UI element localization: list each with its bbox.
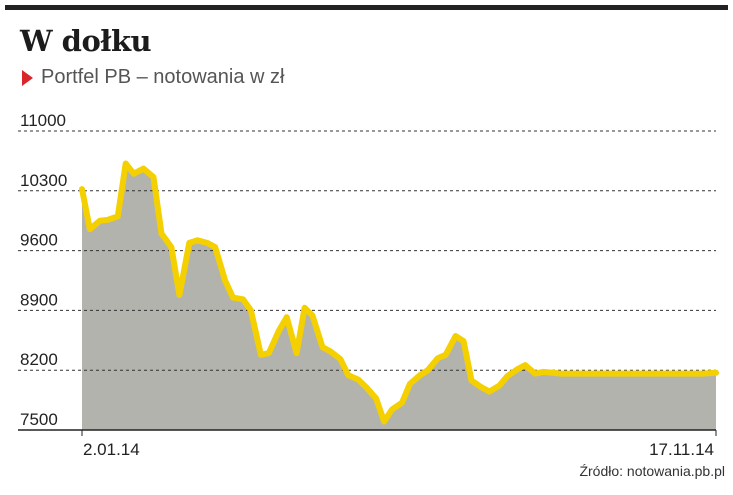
- data-point: [80, 187, 84, 191]
- y-tick-label: 7500: [20, 410, 58, 429]
- data-point: [116, 214, 120, 218]
- data-point: [674, 372, 678, 376]
- data-point: [408, 382, 412, 386]
- data-point: [346, 373, 350, 377]
- y-tick-label: 10300: [20, 171, 67, 190]
- data-point: [241, 297, 245, 301]
- data-point: [142, 167, 146, 171]
- y-tick-label: 8200: [20, 350, 58, 369]
- data-point: [646, 372, 650, 376]
- data-point: [177, 293, 181, 297]
- data-point: [714, 371, 718, 375]
- y-tick-label: 9600: [20, 231, 58, 250]
- data-point: [551, 371, 555, 375]
- data-point: [249, 308, 253, 312]
- data-point: [436, 356, 440, 360]
- data-point: [692, 372, 696, 376]
- data-point: [390, 408, 394, 411]
- y-tick-label: 8900: [20, 290, 58, 309]
- data-point: [321, 345, 324, 349]
- chart-subtitle: Portfel PB – notowania w zł: [22, 66, 284, 89]
- data-point: [541, 370, 545, 374]
- source-note: Źródło: notowania.pb.pl: [579, 463, 725, 479]
- triangle-icon: [22, 69, 33, 86]
- data-point: [285, 315, 289, 319]
- data-point: [231, 296, 235, 300]
- data-point: [621, 372, 625, 376]
- data-point: [124, 162, 128, 165]
- data-point: [664, 372, 668, 376]
- data-point: [470, 379, 473, 382]
- data-point: [303, 306, 307, 310]
- data-point: [505, 374, 509, 378]
- x-tick-label: 17.11.14: [649, 440, 714, 459]
- top-rule: [5, 5, 728, 10]
- data-point: [338, 357, 342, 361]
- data-point: [205, 241, 209, 245]
- data-point: [400, 401, 404, 405]
- data-point: [613, 372, 617, 376]
- price-line: [79, 160, 719, 425]
- data-point: [700, 372, 704, 376]
- data-point: [223, 279, 227, 282]
- data-point: [106, 218, 110, 222]
- data-point: [682, 372, 686, 376]
- data-point: [259, 353, 263, 357]
- data-point: [88, 227, 92, 231]
- data-point: [98, 219, 102, 223]
- data-point: [523, 363, 527, 367]
- subtitle-text: Portfel PB – notowania w zł: [41, 66, 285, 88]
- data-point: [631, 372, 634, 376]
- data-point: [462, 339, 466, 343]
- price-area: [82, 163, 716, 430]
- data-point: [160, 232, 163, 235]
- data-point: [277, 329, 281, 333]
- y-tick-label: 11000: [20, 111, 66, 130]
- data-point: [132, 172, 136, 176]
- data-point: [497, 384, 501, 388]
- data-point: [585, 372, 589, 376]
- data-point: [639, 372, 642, 376]
- data-point: [152, 175, 155, 179]
- data-point: [577, 372, 581, 376]
- x-tick-label: 2.01.14: [83, 440, 140, 459]
- data-point: [454, 334, 458, 338]
- data-point: [169, 245, 173, 249]
- chart-title: W dołku: [20, 24, 152, 58]
- data-point: [444, 353, 448, 357]
- data-point: [418, 373, 422, 377]
- data-point: [295, 351, 299, 355]
- data-point: [267, 351, 271, 355]
- data-point: [374, 396, 378, 400]
- data-point: [213, 245, 217, 249]
- data-point: [559, 372, 563, 376]
- data-point: [311, 314, 314, 317]
- data-point: [480, 385, 483, 389]
- data-point: [356, 378, 360, 382]
- data-point: [426, 368, 430, 372]
- data-point: [187, 241, 191, 245]
- data-point: [567, 372, 571, 376]
- data-point: [487, 390, 491, 394]
- data-point: [656, 372, 660, 376]
- data-point: [195, 238, 199, 242]
- data-point: [603, 372, 607, 376]
- data-point: [533, 372, 537, 376]
- data-point: [382, 420, 386, 423]
- data-point: [515, 367, 519, 371]
- data-point: [328, 349, 332, 353]
- data-point: [595, 372, 599, 376]
- data-point: [364, 385, 368, 389]
